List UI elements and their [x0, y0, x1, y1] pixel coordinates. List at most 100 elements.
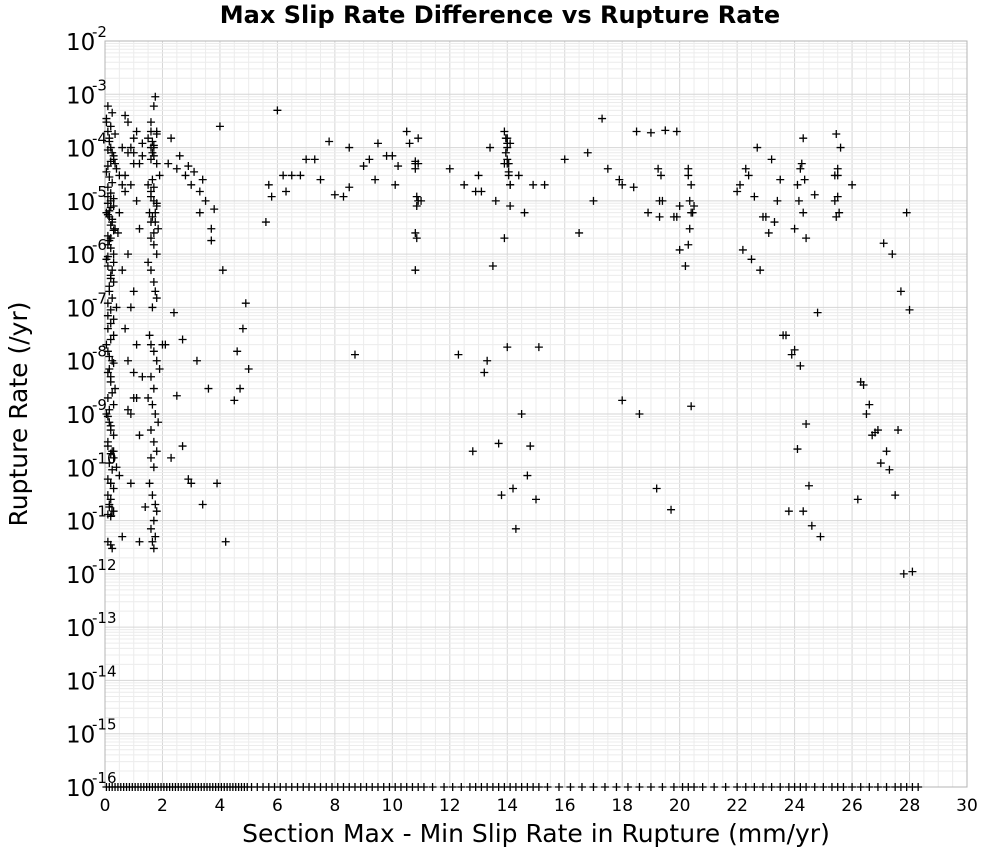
data-point: [111, 159, 120, 168]
data-point: [830, 196, 839, 205]
data-point-floor: [589, 783, 598, 791]
data-point: [486, 143, 495, 152]
data-point: [126, 410, 135, 418]
data-point: [103, 210, 112, 219]
data-point: [106, 377, 115, 386]
data-point: [144, 393, 153, 402]
data-point: [514, 171, 523, 180]
data-point: [149, 183, 158, 192]
data-point: [790, 345, 799, 354]
data-point: [491, 196, 500, 205]
data-point: [106, 479, 115, 488]
data-point: [236, 384, 245, 393]
data-point: [103, 412, 112, 421]
data-point: [526, 442, 535, 451]
data-point: [741, 164, 750, 173]
data-point: [684, 240, 693, 249]
data-point: [832, 212, 841, 221]
data-point: [793, 180, 802, 189]
data-point-floor: [577, 783, 586, 791]
data-point: [797, 159, 806, 168]
data-point-floor: [767, 783, 776, 791]
data-point: [108, 544, 117, 553]
data-point: [412, 202, 421, 211]
data-point: [152, 507, 161, 516]
data-point: [126, 143, 135, 152]
data-point: [112, 164, 121, 173]
data-point: [667, 505, 676, 514]
data-point: [273, 106, 282, 115]
data-point: [172, 164, 181, 173]
y-tick-exponent: -8: [92, 343, 107, 361]
x-tick-label: 4: [215, 796, 226, 816]
data-point: [488, 261, 497, 270]
data-point: [115, 208, 124, 217]
data-point: [103, 146, 112, 155]
data-point-floor: [810, 783, 819, 791]
data-point: [149, 278, 158, 287]
data-point: [391, 180, 400, 189]
data-point: [483, 356, 492, 365]
data-point: [192, 356, 201, 365]
data-point: [126, 303, 135, 312]
data-point: [146, 340, 155, 349]
data-point: [296, 171, 305, 180]
data-point: [103, 324, 112, 333]
data-point: [121, 324, 130, 333]
data-point-floor: [690, 783, 699, 791]
data-point: [149, 240, 158, 249]
data-point: [460, 180, 469, 189]
data-point: [899, 569, 908, 578]
y-tick-label: 10: [66, 776, 95, 802]
data-point: [121, 111, 130, 120]
data-point-floor: [776, 783, 785, 791]
data-point: [310, 155, 319, 164]
data-point: [103, 127, 112, 136]
y-tick-exponent: -2: [92, 23, 107, 41]
data-point: [688, 208, 697, 217]
data-point: [109, 507, 118, 516]
data-point: [669, 212, 678, 221]
data-point: [155, 171, 164, 180]
x-axis-ticks: 0 2 4 6 8 10 12 14 16 18 20 22 24 26 28 30: [100, 796, 978, 816]
data-point: [799, 507, 808, 516]
data-point: [583, 148, 592, 157]
data-point: [477, 187, 486, 196]
data-point: [816, 532, 825, 541]
data-point: [151, 208, 160, 217]
y-tick-label: 10: [66, 296, 95, 322]
data-point: [261, 218, 270, 227]
data-point: [500, 127, 509, 136]
data-point: [103, 393, 112, 402]
data-point: [501, 148, 510, 157]
data-point: [106, 421, 115, 430]
data-point: [221, 537, 230, 546]
data-point: [687, 180, 696, 189]
data-point-floor: [865, 783, 874, 791]
data-point: [103, 183, 112, 192]
data-point: [371, 175, 380, 184]
y-tick-label: 10: [66, 350, 95, 376]
data-point-floor: [669, 783, 678, 791]
y-tick-label: 10: [66, 563, 95, 589]
data-point: [109, 250, 118, 259]
data-point: [149, 347, 158, 356]
data-point: [902, 208, 911, 217]
data-point: [118, 532, 127, 541]
data-point: [790, 224, 799, 233]
data-point: [106, 244, 115, 253]
data-point: [132, 393, 141, 402]
data-point-floor: [635, 783, 644, 791]
data-point: [644, 208, 653, 217]
data-point: [141, 502, 150, 511]
data-point: [523, 471, 532, 480]
data-point-floor: [750, 783, 759, 791]
data-point: [184, 475, 193, 484]
data-point: [118, 180, 127, 189]
data-point: [106, 335, 115, 344]
data-point: [654, 164, 663, 173]
data-point: [105, 459, 114, 468]
data-point: [111, 384, 120, 393]
x-tick-label: 6: [272, 796, 283, 816]
